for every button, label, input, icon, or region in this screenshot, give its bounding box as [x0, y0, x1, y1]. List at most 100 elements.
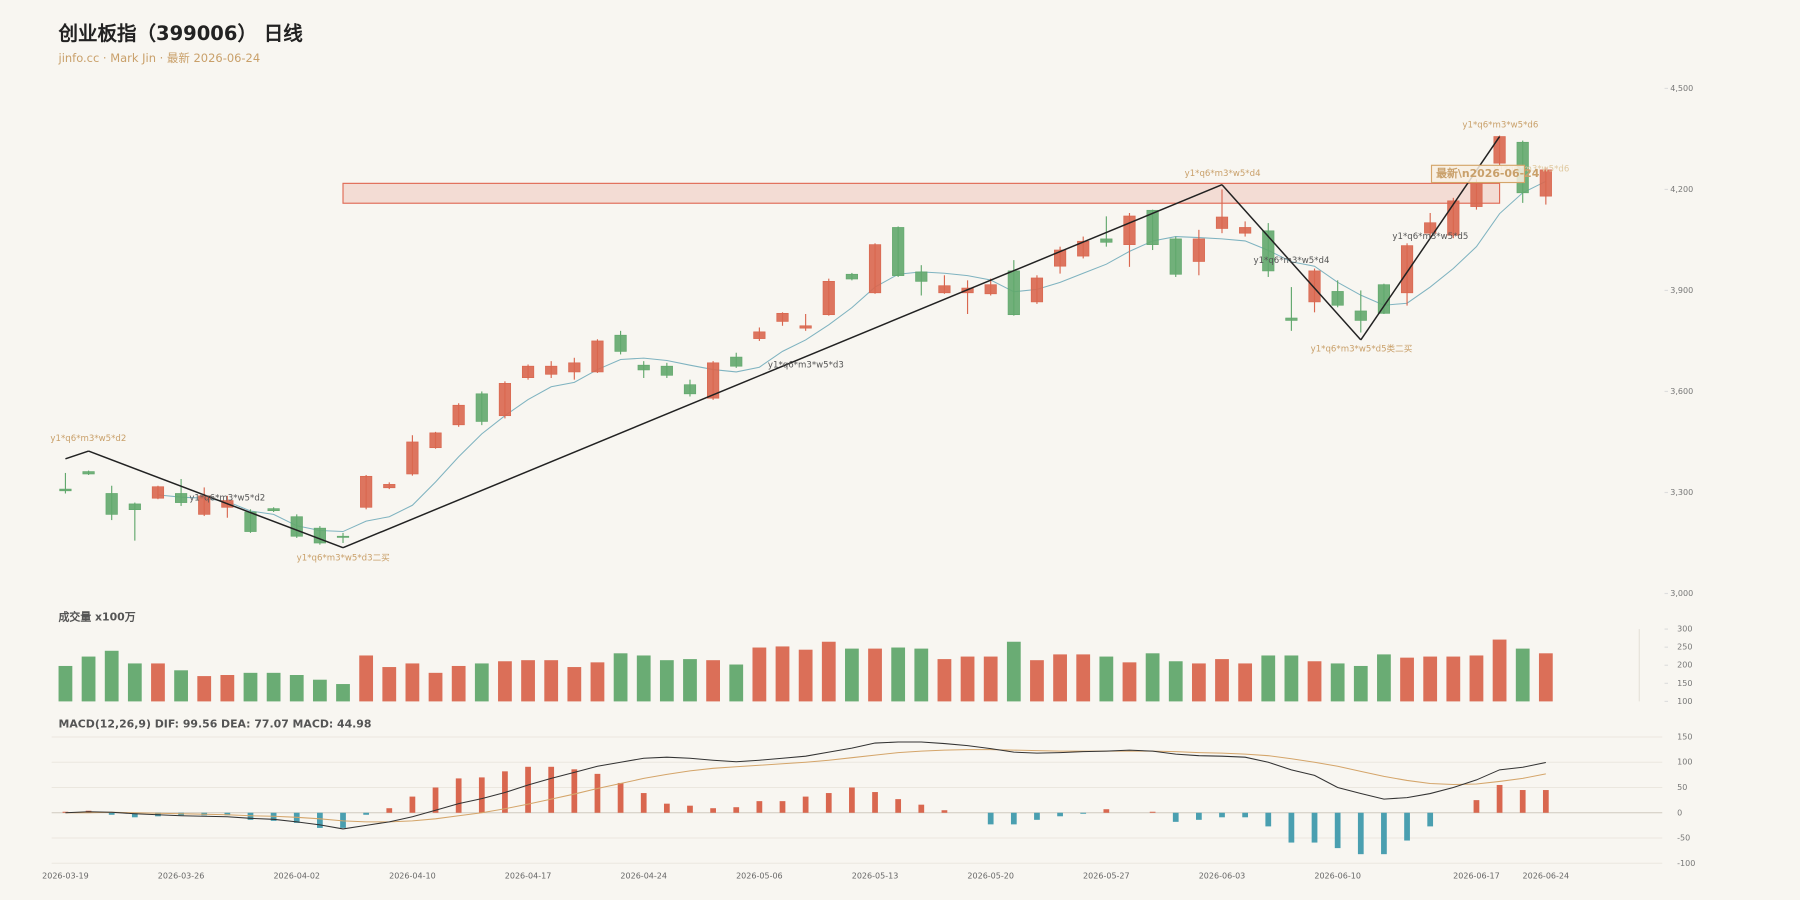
volume-bar [266, 672, 281, 702]
volume-title: 成交量 x100万 [59, 610, 136, 624]
moving-average [157, 180, 1547, 533]
macd-bar [1219, 812, 1225, 818]
annotation: y1*q6*m3*w5*d6 [1493, 164, 1569, 174]
candle-body [290, 516, 303, 537]
volume-bar [1030, 660, 1044, 702]
volume-tick-label: 150 [1677, 679, 1692, 688]
macd-bar [409, 796, 416, 813]
candle-body [128, 503, 141, 510]
candle-body [683, 384, 697, 395]
annotation: y1*q6*m3*w5*d5类二买 [1311, 342, 1413, 354]
candle-body [568, 362, 581, 373]
volume-bar [775, 646, 790, 702]
macd-bar [1057, 812, 1063, 817]
macd-bar [1427, 812, 1434, 827]
x-tick-label: 2026-05-13 [852, 871, 899, 880]
latest-box [1430, 164, 1526, 184]
candle-body [1354, 310, 1367, 321]
volume-bar [683, 659, 697, 702]
x-tick-label: 2026-06-24 [1523, 871, 1570, 880]
candle-body [429, 432, 442, 449]
zigzag-segment [88, 450, 344, 549]
candle-body [915, 271, 928, 282]
candle-body [730, 356, 743, 367]
macd-bar [872, 792, 878, 813]
macd-bar [1242, 812, 1249, 818]
candle-body [614, 334, 627, 352]
volume-bar [983, 656, 998, 702]
macd-bar [1288, 812, 1295, 843]
volume-bar [821, 641, 836, 702]
candle-body [545, 365, 558, 375]
macd-tick-label: -50 [1677, 834, 1690, 843]
x-tick-label: 2026-04-02 [273, 871, 320, 880]
candle-body [1262, 230, 1275, 272]
dea-line [65, 749, 1546, 823]
candle-body [59, 488, 72, 492]
candle-body [1447, 200, 1460, 236]
macd-bar [987, 812, 994, 825]
candle-body [660, 365, 673, 376]
y-tick-label: 3,300 [1670, 488, 1693, 497]
candle-body [753, 331, 766, 339]
x-tick-label: 2026-06-17 [1453, 871, 1500, 880]
macd-bar [108, 812, 115, 815]
volume-bar [868, 648, 882, 702]
volume-bar [1377, 654, 1391, 702]
volume-bar [1492, 639, 1507, 702]
volume-bar [1191, 663, 1206, 702]
volume-bar [1122, 662, 1137, 702]
volume-bar [1006, 641, 1021, 702]
y-tick-label: 4,200 [1670, 185, 1693, 194]
candle-body [151, 486, 165, 499]
volume-bar [729, 664, 744, 702]
y-tick-label: 3,900 [1670, 286, 1693, 295]
candle-body [1424, 222, 1437, 234]
volume-bar [521, 660, 535, 702]
volume-bar [382, 667, 397, 702]
macd-bar [779, 801, 786, 813]
volume-bar [659, 660, 674, 702]
macd-bar [1103, 809, 1110, 813]
volume-bar [613, 653, 628, 702]
macd-bar [571, 769, 578, 813]
volume-bar [428, 672, 443, 702]
annotation: y1*q6*m3*w5*d3 [768, 361, 844, 371]
macd-bar [1010, 812, 1017, 825]
volume-bar [1238, 663, 1253, 702]
volume-bar [567, 667, 582, 702]
volume-bar [590, 662, 605, 702]
macd-bar [317, 812, 323, 828]
candle-body [82, 471, 95, 475]
volume-bar [706, 660, 720, 702]
volume-bar [1423, 656, 1438, 702]
pivot-zone [342, 182, 1501, 204]
candle-body [938, 285, 951, 294]
candle-body [1331, 291, 1344, 306]
volume-bar [544, 660, 559, 702]
macd-bar [1172, 812, 1179, 822]
volume-bar [891, 647, 906, 702]
macd-bar [1080, 812, 1087, 814]
annotation: y1*q6*m3*w5*d4 [1185, 169, 1261, 179]
x-tick-label: 2026-04-24 [620, 871, 667, 880]
volume-bar [1446, 656, 1461, 702]
macd-bar [663, 803, 670, 813]
macd-bar [802, 796, 809, 813]
volume-bar [1400, 657, 1414, 702]
volume-bar [197, 676, 212, 702]
candle-body [1285, 317, 1298, 321]
volume-bar [845, 648, 859, 702]
candle-body [175, 493, 188, 503]
annotation: y1*q6*m3*w5*d2 [50, 434, 126, 444]
volume-bar [127, 663, 142, 702]
x-tick-label: 2026-06-03 [1199, 871, 1246, 880]
candle-body [1169, 238, 1182, 275]
volume-bar [1145, 653, 1160, 702]
macd-bar [1034, 812, 1040, 820]
volume-tick-label: 300 [1677, 625, 1692, 634]
volume-bar [1307, 661, 1322, 702]
macd-bar [1357, 812, 1364, 855]
